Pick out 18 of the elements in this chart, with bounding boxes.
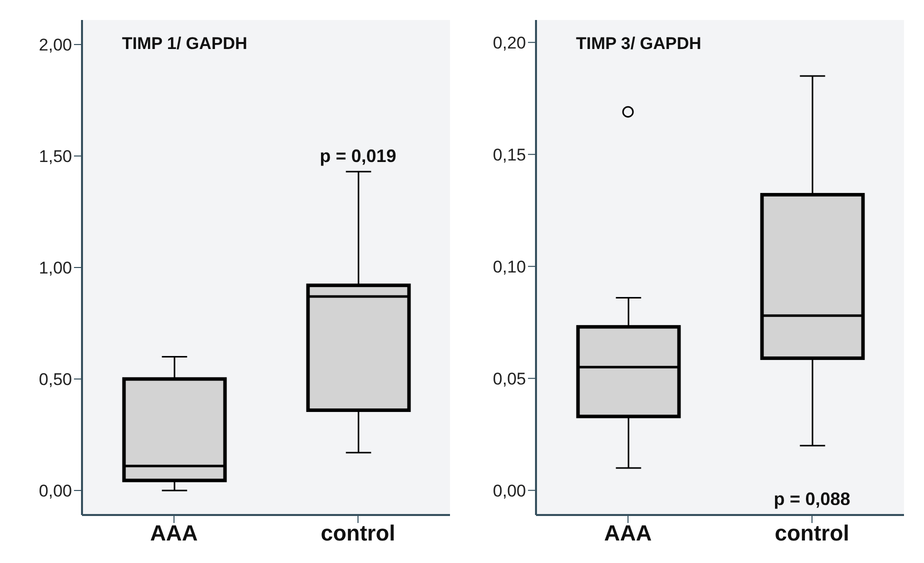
x-tick-label: AAA: [150, 520, 198, 546]
y-tick-label: 0,10: [492, 257, 526, 276]
annotation: p = 0,088: [772, 489, 852, 510]
y-tick-label: 1,50: [38, 147, 72, 166]
y-tick-label: 0,15: [492, 145, 526, 164]
annotation: p = 0,019: [318, 146, 398, 167]
text: TIMP 1/ GAPDH: [122, 34, 248, 54]
x-tick-label: control: [320, 520, 396, 546]
x-tick-label: AAA: [604, 520, 652, 546]
y-tick-label: 0,00: [492, 481, 526, 500]
y-tick-label: 0,50: [38, 370, 72, 390]
text: TIMP 3/ GAPDH: [576, 34, 702, 54]
y-tick-label: 0,20: [492, 33, 526, 52]
x-tick-label: control: [774, 520, 850, 546]
y-tick-label: 0,00: [38, 482, 72, 501]
y-tick-label: 0,05: [492, 369, 526, 388]
y-tick-label: 2,00: [38, 36, 72, 55]
y-tick-label: 1,00: [38, 258, 72, 278]
